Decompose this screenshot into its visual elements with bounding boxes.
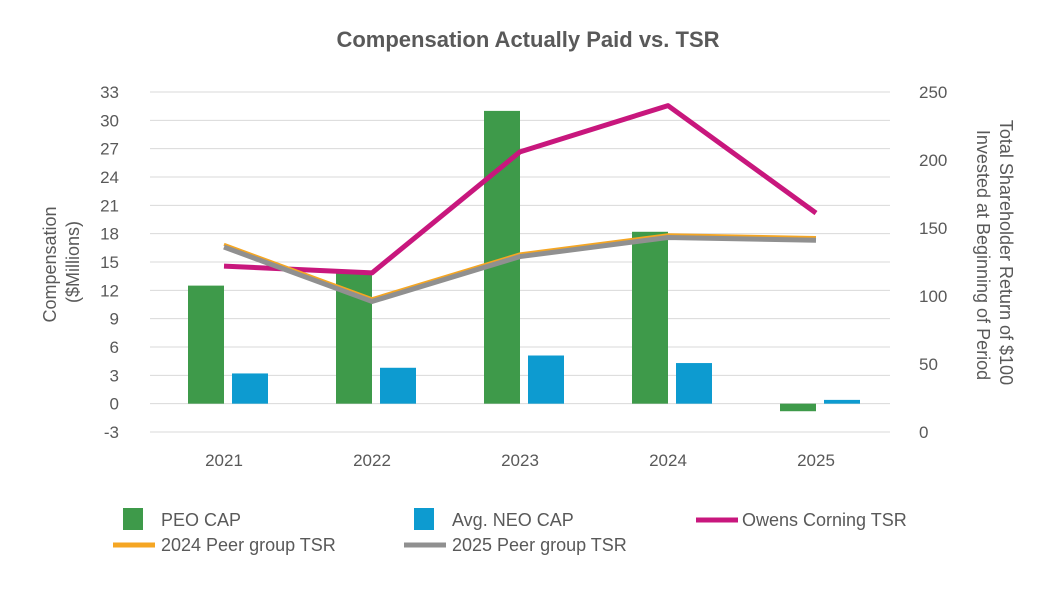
left-tick-label: 30 — [100, 111, 119, 130]
lines — [223, 103, 818, 304]
line-peer-2025-tsr — [223, 235, 817, 304]
left-tick-label: 15 — [100, 253, 119, 272]
left-tick-label: 12 — [100, 281, 119, 300]
right-tick-label: 150 — [919, 219, 947, 238]
x-tick-label: 2024 — [649, 451, 687, 470]
legend-label-peer-2025: 2025 Peer group TSR — [452, 535, 627, 555]
left-tick-label: 27 — [100, 140, 119, 159]
legend-swatch-peo-cap — [123, 508, 143, 530]
left-tick-label: 3 — [110, 366, 119, 385]
left-tick-label: 21 — [100, 196, 119, 215]
right-tick-label: 50 — [919, 355, 938, 374]
legend-swatch-neo-cap — [414, 508, 434, 530]
x-tick-label: 2025 — [797, 451, 835, 470]
left-axis-title-line-2: ($Millions) — [63, 221, 83, 303]
legend: PEO CAP Avg. NEO CAP Owens Corning TSR 2… — [113, 508, 907, 555]
left-tick-label: 18 — [100, 225, 119, 244]
left-axis-title: Compensation ($Millions) — [40, 201, 83, 322]
bar-peo-cap — [632, 231, 668, 404]
left-tick-label: 9 — [110, 310, 119, 329]
bar-peo-cap — [188, 285, 224, 404]
right-axis-title-line-1: Total Shareholder Return of $100 — [996, 120, 1016, 385]
legend-label-neo-cap: Avg. NEO CAP — [452, 510, 574, 530]
right-tick-label: 100 — [919, 287, 947, 306]
left-axis-ticks: -3 0 3 6 9 12 15 18 21 24 27 30 33 — [100, 83, 119, 442]
x-tick-label: 2022 — [353, 451, 391, 470]
right-axis-title: Total Shareholder Return of $100 Investe… — [973, 120, 1016, 390]
bar-peo-cap — [780, 403, 816, 412]
left-axis-title-line-1: Compensation — [40, 206, 60, 322]
bars — [188, 110, 860, 412]
x-axis-ticks: 2021 2022 2023 2024 2025 — [205, 451, 835, 470]
bar-neo-cap — [676, 363, 712, 404]
right-axis-title-line-2: Invested at Beginning of Period — [973, 130, 993, 380]
left-tick-label: 24 — [100, 168, 119, 187]
right-tick-label: 250 — [919, 83, 947, 102]
right-tick-label: 200 — [919, 151, 947, 170]
right-axis-ticks: 0 50 100 150 200 250 — [919, 83, 947, 442]
left-tick-label: 6 — [110, 338, 119, 357]
bar-neo-cap — [528, 355, 564, 404]
left-tick-label: -3 — [104, 423, 119, 442]
x-tick-label: 2023 — [501, 451, 539, 470]
chart-title: Compensation Actually Paid vs. TSR — [336, 27, 719, 52]
line-owens-corning-tsr — [223, 103, 818, 276]
legend-label-peer-2024: 2024 Peer group TSR — [161, 535, 336, 555]
bar-neo-cap — [824, 399, 860, 404]
bar-neo-cap — [232, 373, 268, 404]
left-tick-label: 0 — [110, 395, 119, 414]
x-tick-label: 2021 — [205, 451, 243, 470]
left-tick-label: 33 — [100, 83, 119, 102]
legend-label-peo-cap: PEO CAP — [161, 510, 241, 530]
legend-label-oc-tsr: Owens Corning TSR — [742, 510, 907, 530]
bar-neo-cap — [380, 367, 416, 404]
line-peer-2024-tsr — [223, 233, 817, 301]
right-tick-label: 0 — [919, 423, 928, 442]
